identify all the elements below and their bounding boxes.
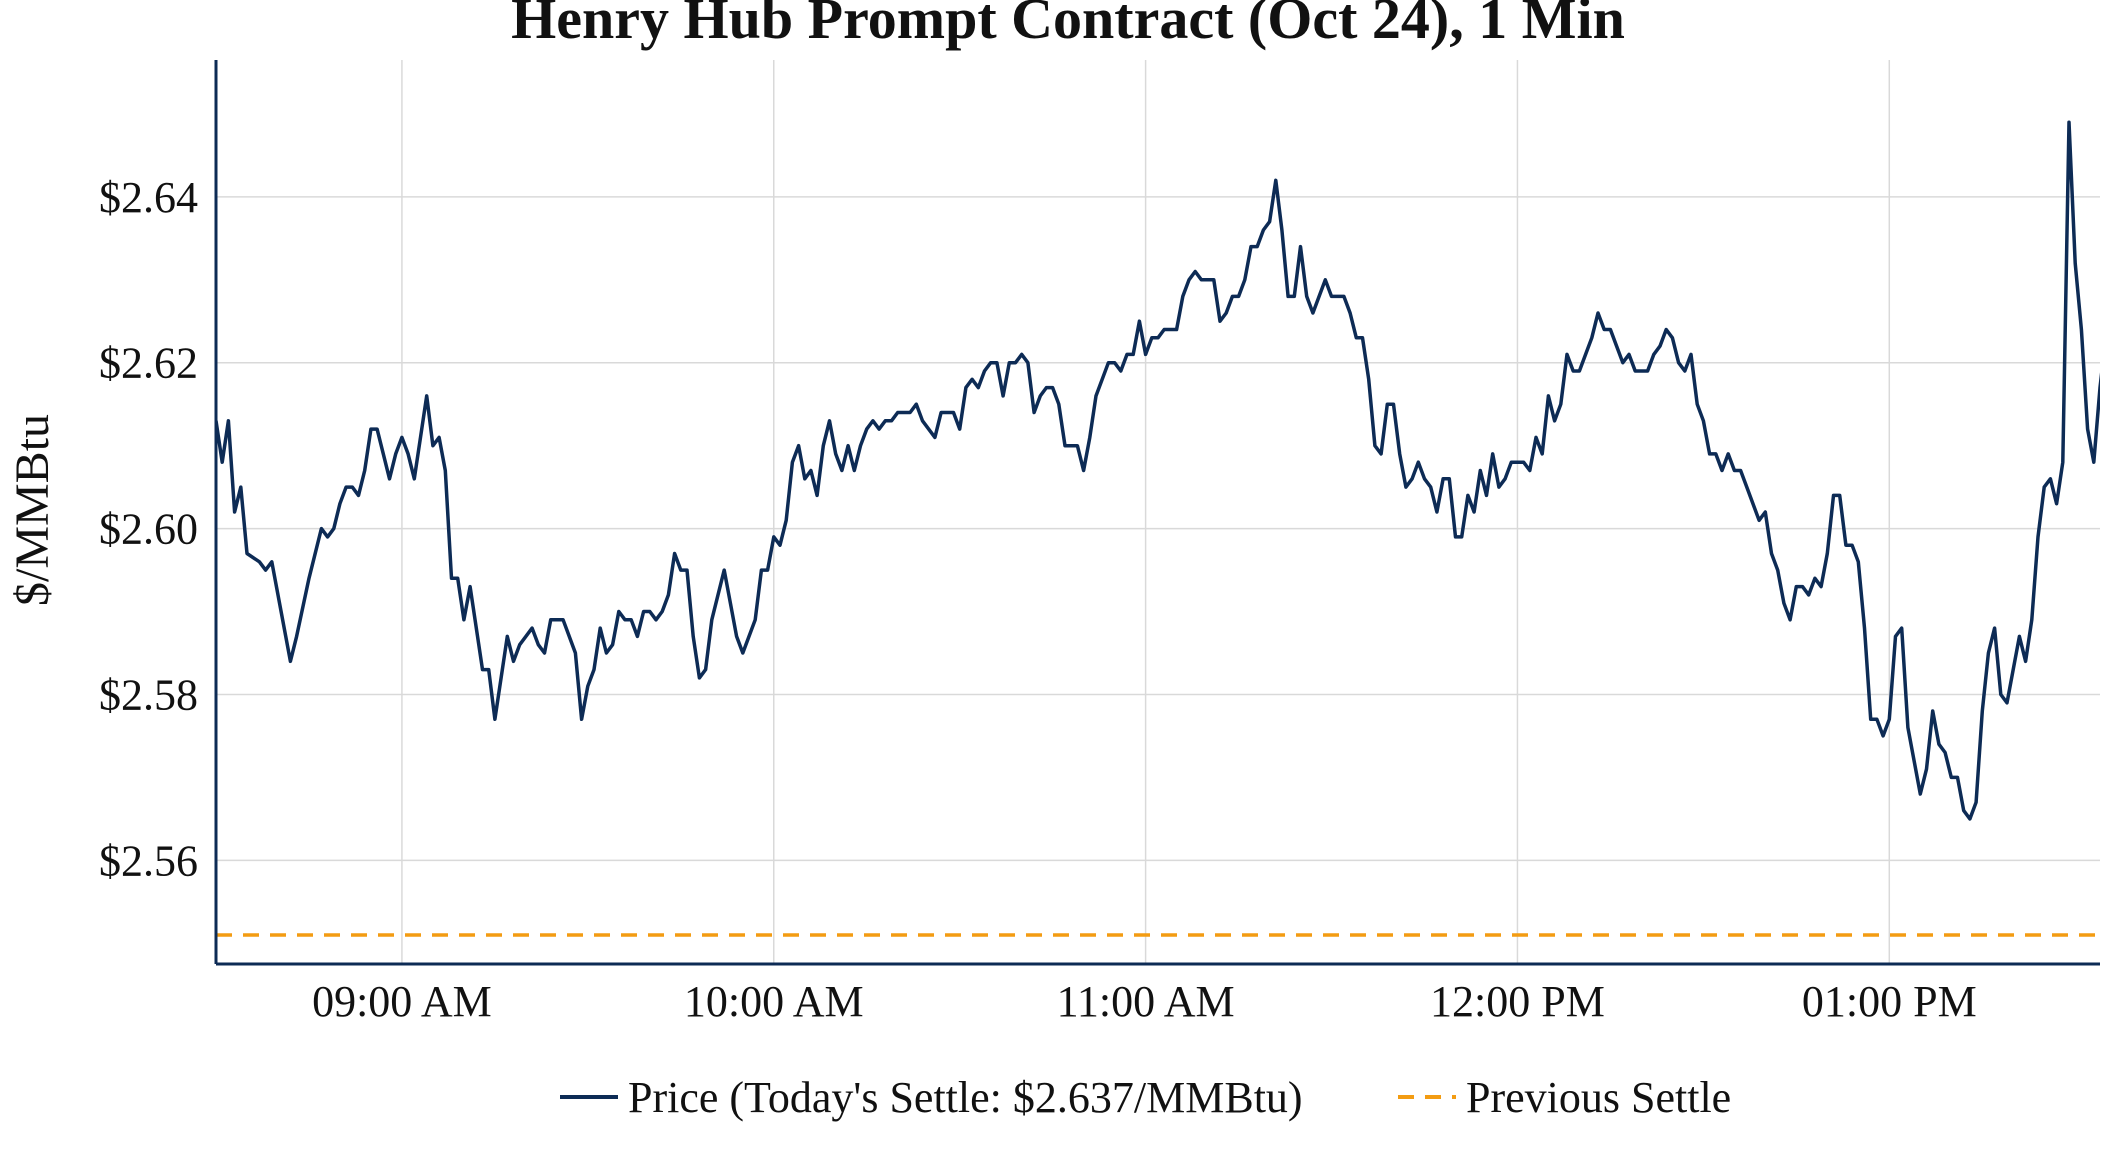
- axes: [214, 60, 2100, 966]
- x-tick-label: 09:00 AM: [312, 977, 492, 1026]
- grid: [216, 60, 2100, 964]
- x-tick-label: 10:00 AM: [684, 977, 864, 1026]
- series-layer: [216, 120, 2100, 937]
- legend: Price (Today's Settle: $2.637/MMBtu) Pre…: [560, 1073, 1731, 1122]
- y-tick-label: $2.60: [99, 505, 198, 554]
- x-tick-label: 01:00 PM: [1802, 977, 1977, 1026]
- y-tick-label: $2.58: [99, 670, 198, 719]
- y-axis-label: $/MMBtu: [6, 414, 59, 606]
- legend-price-label: Price (Today's Settle: $2.637/MMBtu): [628, 1073, 1303, 1122]
- legend-previous-settle-label: Previous Settle: [1466, 1073, 1731, 1122]
- chart-title: Henry Hub Prompt Contract (Oct 24), 1 Mi…: [511, 0, 1625, 51]
- x-tick-label: 12:00 PM: [1430, 977, 1605, 1026]
- x-tick-label: 11:00 AM: [1057, 977, 1235, 1026]
- price-line: [216, 120, 2100, 821]
- tick-labels: $2.56 $2.58 $2.60 $2.62 $2.64 09:00 AM 10:00 A…: [99, 173, 1977, 1026]
- y-tick-label: $2.62: [99, 339, 198, 388]
- y-tick-label: $2.64: [99, 173, 198, 222]
- y-tick-label: $2.56: [99, 836, 198, 885]
